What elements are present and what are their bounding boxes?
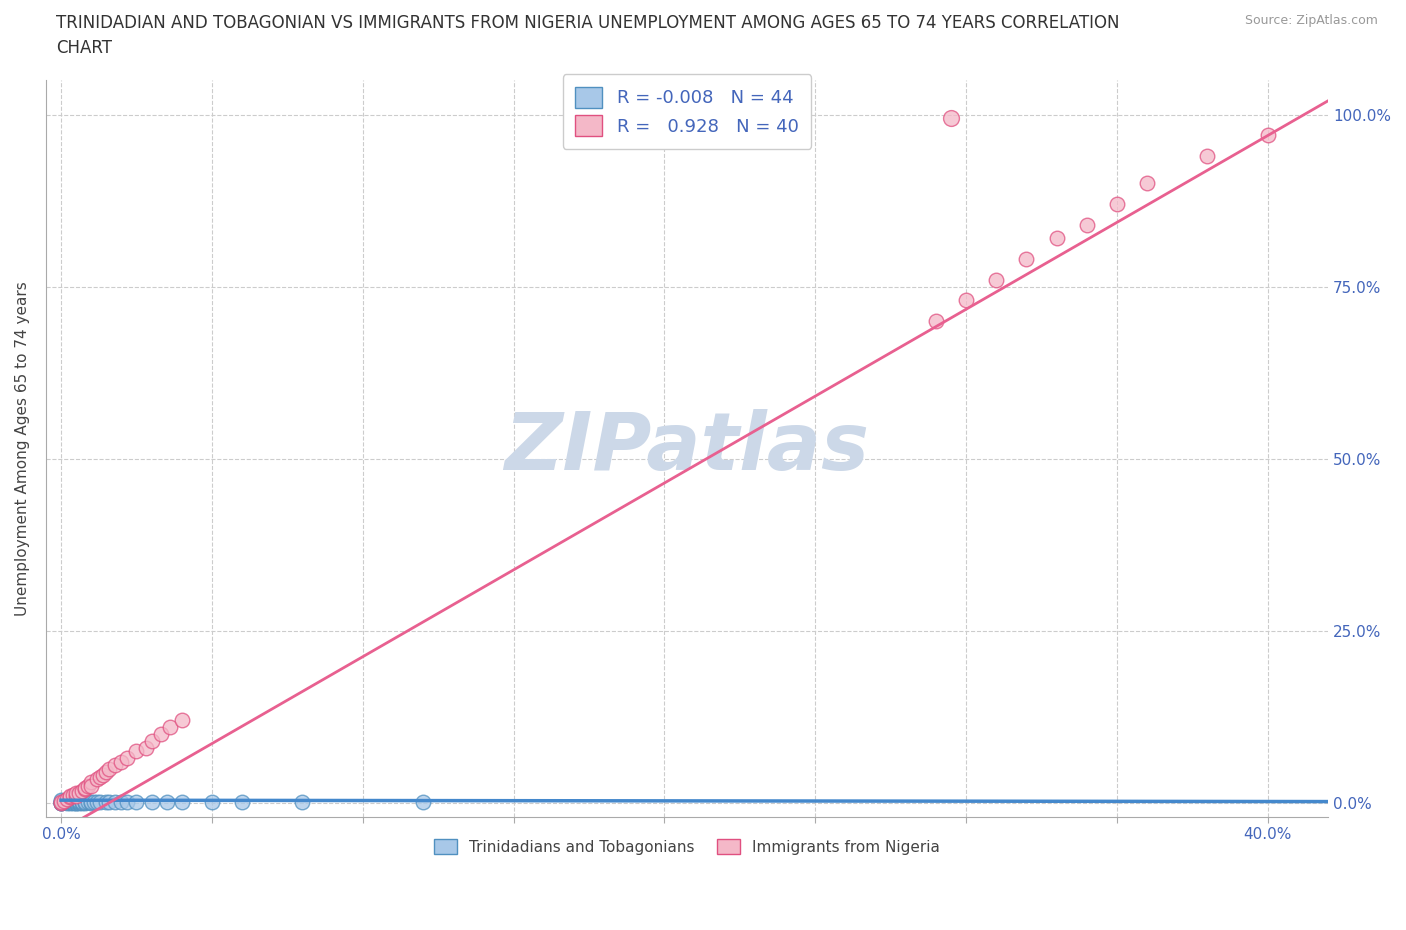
Text: TRINIDADIAN AND TOBAGONIAN VS IMMIGRANTS FROM NIGERIA UNEMPLOYMENT AMONG AGES 65: TRINIDADIAN AND TOBAGONIAN VS IMMIGRANTS… [56, 14, 1119, 32]
Point [83, 794, 105, 809]
Legend: Trinidadians and Tobagonians, Immigrants from Nigeria: Trinidadians and Tobagonians, Immigrants… [427, 832, 946, 860]
Point [70, 794, 93, 809]
Point [62, 794, 84, 809]
Point [53, 793, 76, 808]
Point [49, 795, 72, 810]
Point [67, 785, 90, 800]
Point [986, 272, 1008, 287]
Point [70, 795, 93, 810]
Point [117, 751, 139, 765]
Point [159, 720, 181, 735]
Point [96, 794, 118, 809]
Point [67, 793, 90, 808]
Point [231, 794, 253, 809]
Point [62, 795, 84, 810]
Point [110, 754, 132, 769]
Point [80, 794, 103, 809]
Point [65, 785, 87, 800]
Point [59, 793, 82, 808]
Point [49, 794, 72, 809]
Point [149, 726, 172, 741]
Point [955, 293, 977, 308]
Point [70, 783, 93, 798]
Point [65, 795, 87, 810]
Point [110, 794, 132, 809]
Point [59, 795, 82, 810]
Point [96, 764, 118, 779]
Point [75, 780, 97, 795]
Point [77, 794, 100, 809]
Point [117, 794, 139, 809]
Point [59, 789, 82, 804]
Point [125, 744, 148, 759]
Point [65, 794, 87, 809]
Point [77, 778, 100, 793]
Text: CHART: CHART [56, 39, 112, 57]
Point [56, 795, 79, 810]
Point [1046, 231, 1069, 246]
Point [104, 794, 127, 809]
Point [67, 794, 90, 809]
Point [49, 794, 72, 809]
Point [59, 794, 82, 809]
Point [156, 794, 179, 809]
Point [291, 794, 314, 809]
Point [412, 794, 434, 809]
Point [49, 795, 72, 810]
Point [1197, 149, 1219, 164]
Point [80, 795, 103, 810]
Point [75, 795, 97, 810]
Point [56, 794, 79, 809]
Point [98, 761, 121, 776]
Point [49, 794, 72, 809]
Point [62, 787, 84, 802]
Point [86, 794, 108, 809]
Point [939, 111, 962, 126]
Point [65, 795, 87, 810]
Point [67, 795, 90, 810]
Point [56, 791, 79, 806]
Point [65, 793, 87, 808]
Point [1257, 127, 1279, 142]
Point [80, 778, 103, 793]
Point [925, 313, 948, 328]
Point [141, 734, 163, 749]
Point [65, 789, 87, 804]
Point [49, 793, 72, 808]
Point [75, 794, 97, 809]
Point [91, 768, 114, 783]
Point [1076, 218, 1098, 232]
Point [49, 795, 72, 810]
Point [141, 794, 163, 809]
Point [89, 769, 111, 784]
Point [49, 792, 72, 807]
Point [201, 794, 224, 809]
Point [135, 740, 157, 755]
Y-axis label: Unemployment Among Ages 65 to 74 years: Unemployment Among Ages 65 to 74 years [15, 281, 30, 616]
Point [80, 775, 103, 790]
Point [170, 794, 193, 809]
Point [89, 794, 111, 809]
Point [59, 790, 82, 804]
Point [49, 795, 72, 810]
Point [1136, 176, 1159, 191]
Point [75, 782, 97, 797]
Text: Source: ZipAtlas.com: Source: ZipAtlas.com [1244, 14, 1378, 27]
Text: ZIPatlas: ZIPatlas [505, 409, 869, 487]
Point [104, 758, 127, 773]
Point [1015, 252, 1038, 267]
Point [125, 794, 148, 809]
Point [98, 794, 121, 809]
Point [170, 713, 193, 728]
Point [1105, 196, 1128, 211]
Point [86, 771, 108, 786]
